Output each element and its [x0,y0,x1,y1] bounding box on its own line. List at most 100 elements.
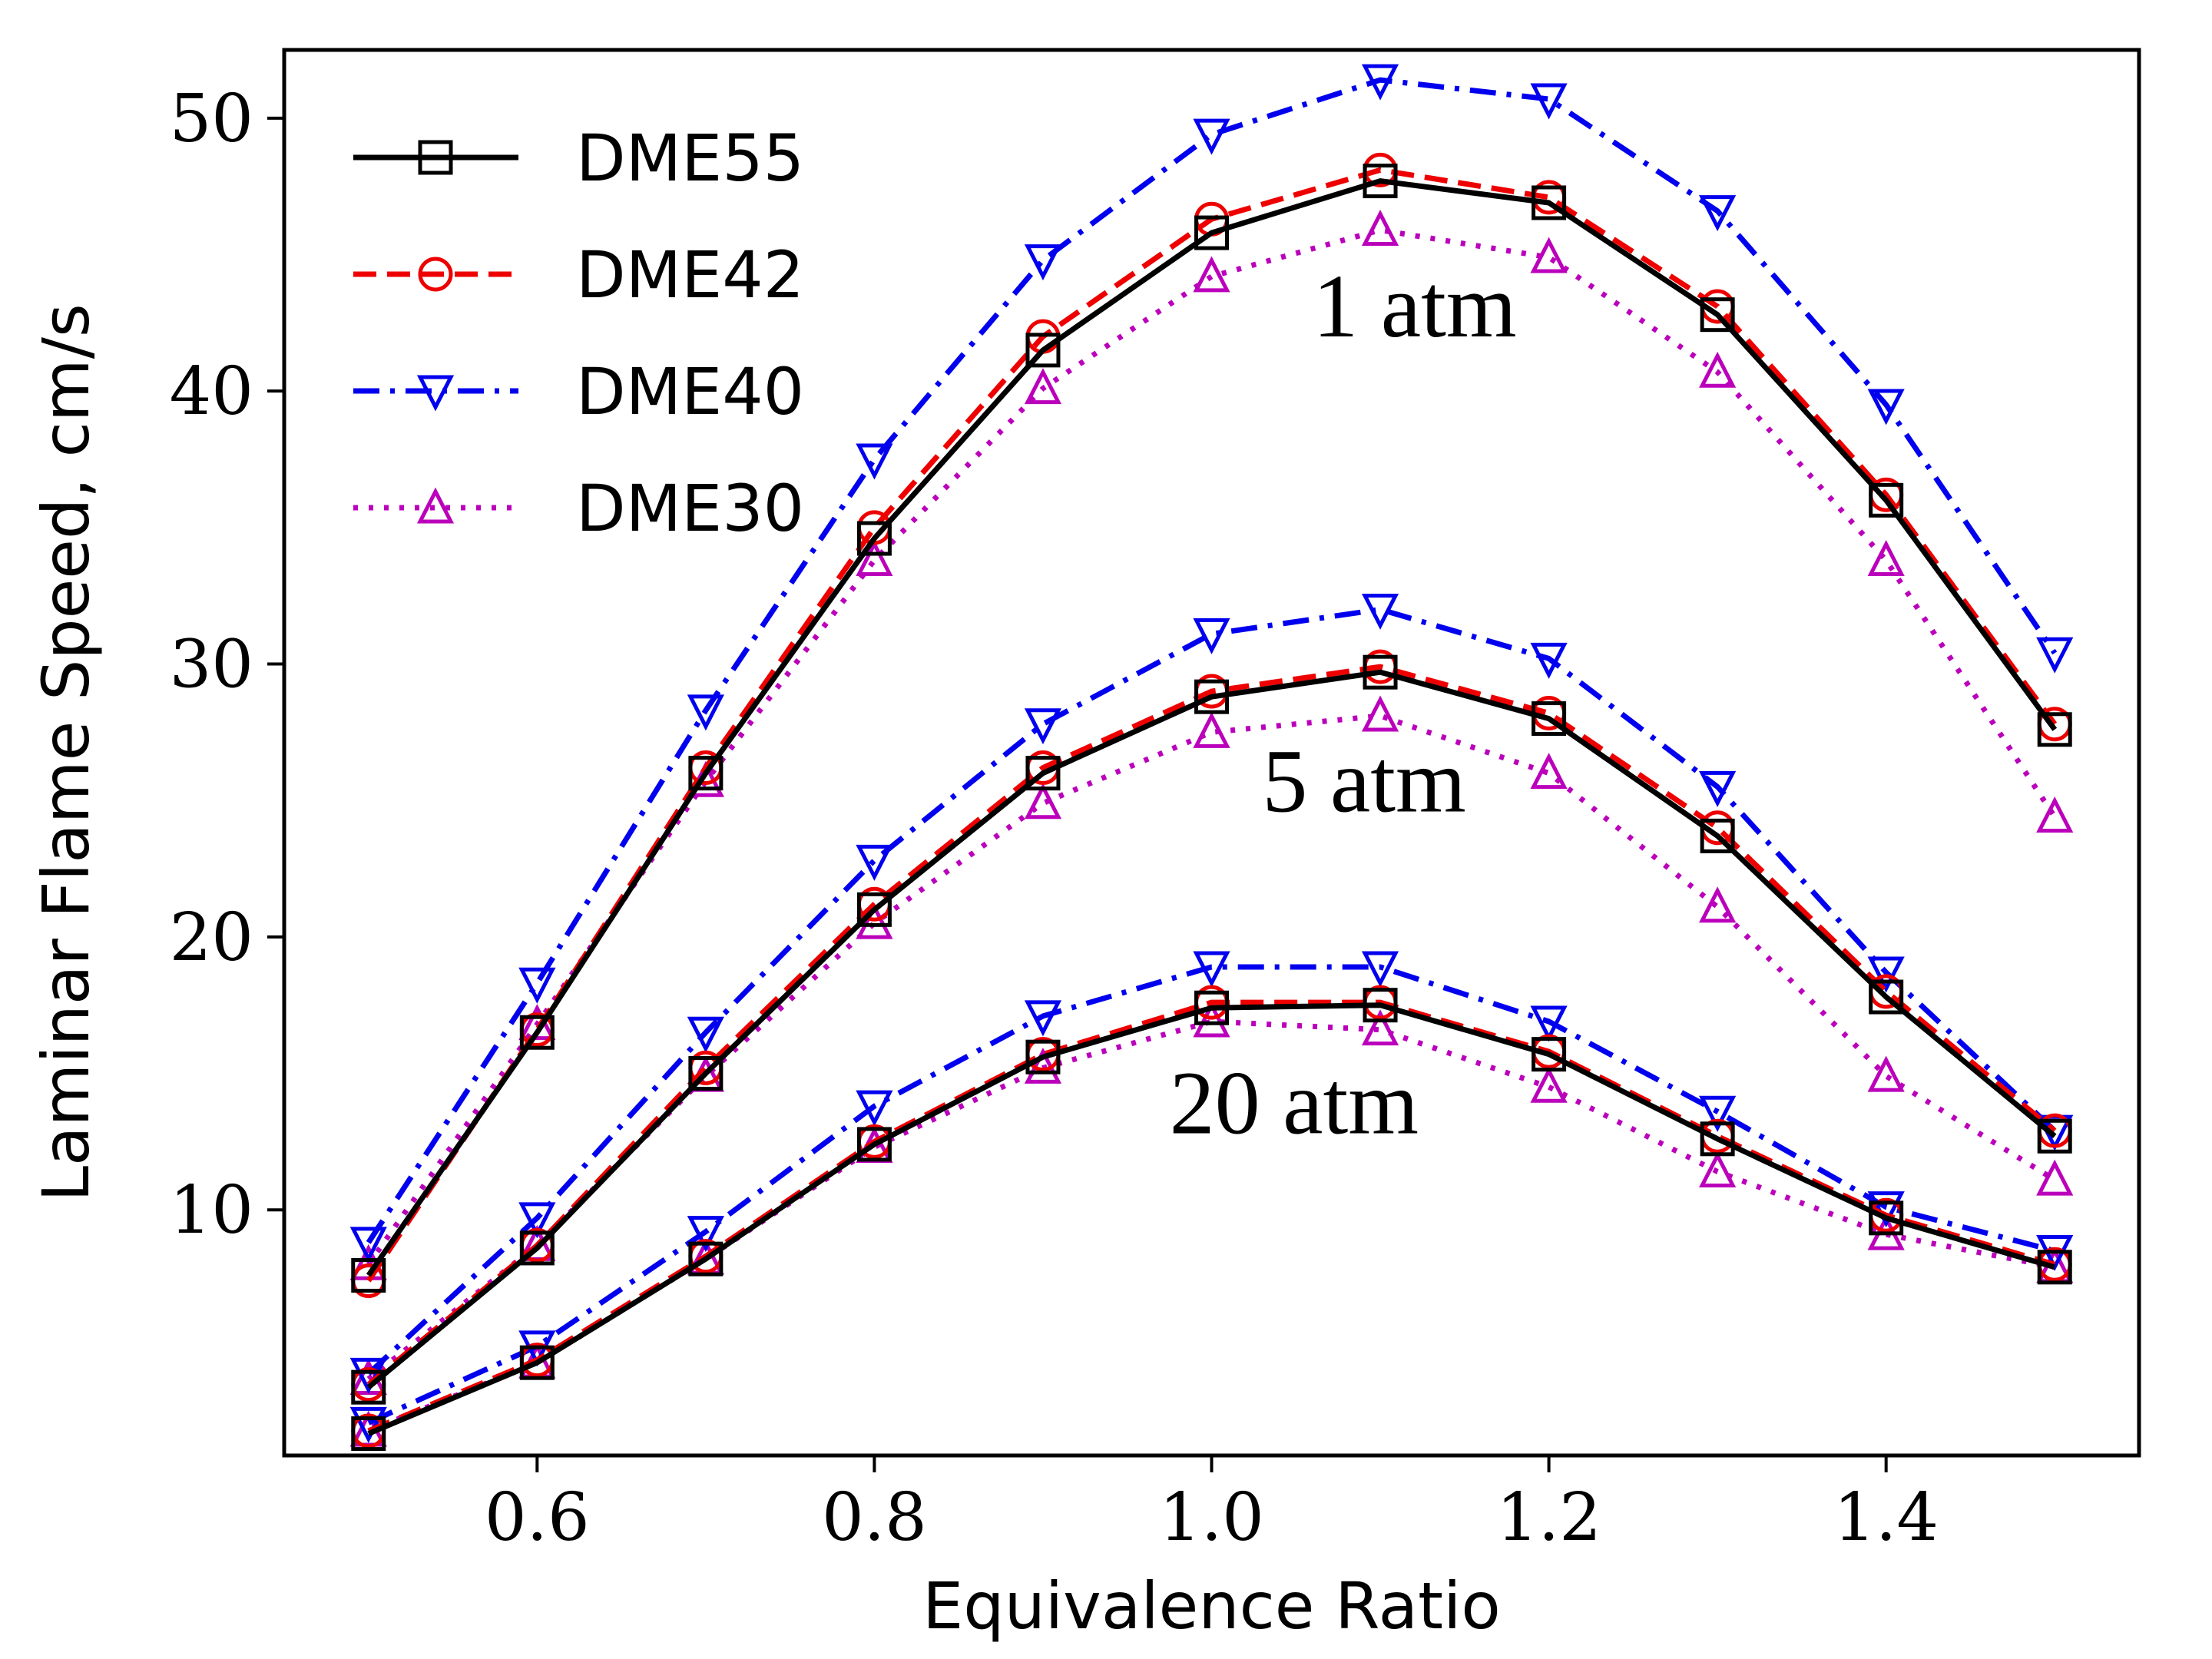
data-point-dme40 [1530,1005,1568,1042]
data-point-dme55 [1869,979,1904,1015]
x-tick-label: 1.0 [1159,1479,1264,1556]
data-point-dme55 [1363,988,1398,1023]
series-line-dme55-group-2 [366,669,2057,1389]
data-point-dme30 [1699,1151,1737,1187]
data-point-dme55 [351,1257,386,1293]
data-point-dme30 [1361,1009,1399,1046]
data-point-dme30 [2036,796,2074,833]
x-axis: 0.6 0.8 1.0 1.2 1.4 [485,1455,1939,1556]
x-tick-label: 0.6 [485,1479,590,1556]
data-point-dme40 [856,844,893,881]
legend-item-dme30: DME30 [353,471,804,546]
data-point-dme40 [1699,195,1737,232]
data-point-dme55 [1869,482,1904,518]
data-point-dme55 [1194,215,1229,250]
data-point-dme30 [1193,711,1230,748]
x-tick-label: 1.2 [1496,1479,1601,1556]
legend-item-dme40: DME40 [353,354,804,429]
data-point-dme55 [1194,679,1229,714]
y-tick-label: 50 [170,81,253,157]
data-point-dme40 [1699,1095,1737,1132]
legend-label: DME40 [576,354,804,429]
legend-item-dme55: DME55 [353,121,804,196]
data-point-dme30 [1193,1001,1230,1038]
y-tick-label: 10 [170,1172,253,1249]
data-point-dme40 [1867,956,1905,993]
data-point-dme40 [1024,708,1062,745]
data-point-dme55 [2037,1250,2072,1285]
data-point-dme40 [1024,1000,1062,1037]
data-point-dme30 [1867,1055,1905,1092]
legend-label: DME55 [576,121,804,196]
data-point-dme40 [1867,389,1905,426]
data-point-dme40 [1361,593,1399,630]
data-point-dme30 [1193,256,1230,293]
y-tick-label: 30 [170,627,253,704]
data-point-dme30 [1699,351,1737,388]
data-point-dme55 [1700,818,1735,853]
data-point-dme55 [2037,712,2072,747]
data-point-dme55 [1025,756,1061,791]
data-point-dme55 [1363,164,1398,199]
data-point-dme55 [856,1127,892,1162]
data-point-dme40 [1361,64,1399,101]
data-point-dme55 [1025,333,1061,368]
legend-marker [416,375,455,412]
data-point-dme55 [688,1056,724,1091]
data-point-dme30 [1361,695,1399,732]
data-point-dme30 [856,902,893,939]
data-point-dme40 [1193,118,1230,155]
data-point-dme30 [1867,540,1905,576]
y-tick-label: 20 [170,899,253,976]
data-point-dme40 [1699,770,1737,807]
data-point-dme40 [1193,951,1230,988]
y-tick-label: 40 [170,353,253,430]
data-point-dme55 [1363,654,1398,690]
data-point-dme55 [1025,1039,1061,1075]
y-axis-label: Laminar Flame Speed, cm/s [28,303,104,1202]
data-point-dme55 [1532,701,1567,737]
data-point-dme40 [856,443,893,480]
data-point-dme30 [856,540,893,576]
legend-label: DME30 [576,471,804,546]
series-line-dme42-group-2 [366,664,2057,1387]
data-point-dme30 [1024,783,1062,820]
y-axis: 10 20 30 40 50 [170,81,284,1249]
series-line-dme40-group-1 [366,77,2058,1244]
legend-marker [418,257,453,292]
data-point-dme40 [1024,244,1062,281]
pressure-annotation: 20 atm [1170,1053,1419,1154]
series-line-dme55-group-1 [366,178,2058,1277]
data-point-dme55 [688,756,724,791]
data-point-dme40 [518,1202,556,1239]
data-point-dme55 [519,1345,555,1380]
data-point-dme40 [1530,83,1568,120]
annotations: 1 atm 5 atm 20 atm [1170,256,1517,1154]
data-point-dme55 [519,1230,555,1266]
x-tick-label: 0.8 [822,1479,927,1556]
data-point-dme30 [1530,237,1568,273]
data-point-dme30 [1024,368,1062,405]
pressure-annotation: 1 atm [1313,256,1516,356]
data-point-dme40 [349,1406,387,1443]
data-point-dme30 [1361,210,1399,247]
data-point-dme55 [2037,1118,2072,1154]
data-point-dme55 [1532,1037,1567,1072]
data-point-dme55 [351,1416,386,1452]
data-point-dme40 [518,967,556,1004]
data-point-dme30 [1530,1066,1568,1103]
data-point-dme40 [1867,1191,1905,1228]
series-dme55 [351,164,2072,1452]
series-line-dme55-group-3 [367,1002,2056,1436]
pressure-annotation: 5 atm [1262,730,1465,831]
series-dme40 [349,64,2074,1443]
data-point-dme40 [687,694,724,731]
data-point-dme40 [2036,637,2074,674]
data-point-dme55 [688,1241,724,1277]
data-point-dme55 [856,521,892,556]
x-tick-label: 1.4 [1833,1479,1939,1556]
data-point-dme55 [351,1369,386,1405]
data-point-dme30 [1530,753,1568,790]
